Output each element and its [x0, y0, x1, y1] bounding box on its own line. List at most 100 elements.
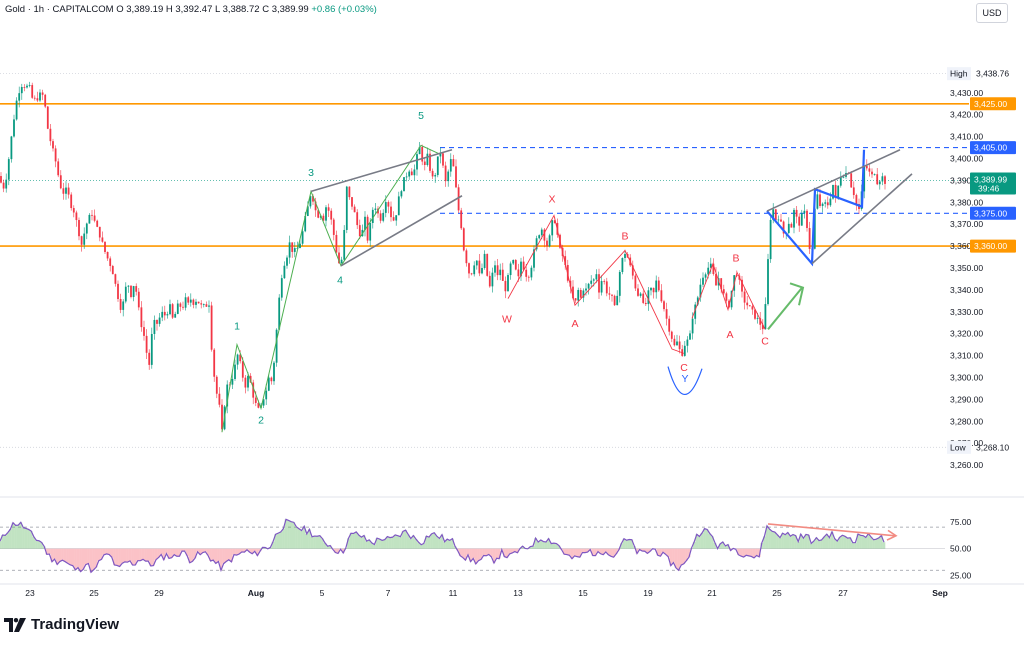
candle-body [676, 341, 678, 346]
candle-body [59, 175, 62, 189]
candle-body [387, 202, 390, 207]
wedge-upper-line [766, 149, 901, 212]
candle-body [187, 297, 190, 303]
time-tick-label: 13 [513, 588, 523, 598]
candle-body [348, 186, 351, 198]
candle-body [696, 297, 699, 305]
time-tick-label: 27 [838, 588, 848, 598]
candle-body [486, 253, 489, 276]
price-tick-label: 3,400.00 [950, 154, 983, 164]
level-price-badge-label: 3,375.00 [974, 208, 1007, 218]
tradingview-logo[interactable]: TradingView [4, 616, 119, 633]
candle-body [330, 210, 333, 220]
candle-body [769, 219, 772, 260]
price-tick-label: 3,280.00 [950, 416, 983, 426]
candle-body [772, 209, 775, 220]
candle-body [23, 87, 26, 88]
candle-body [322, 215, 325, 221]
time-tick-label: Sep [932, 588, 948, 598]
candle-body [171, 304, 174, 318]
candle-body [143, 327, 145, 336]
candle-body [665, 309, 668, 319]
candle-body [767, 259, 769, 305]
candle-body [871, 171, 873, 175]
candle-body [644, 302, 647, 305]
candle-body [7, 159, 10, 180]
candle-body [509, 263, 512, 276]
candle-body [10, 136, 13, 160]
candle-body [842, 176, 845, 178]
time-tick-label: 21 [707, 588, 717, 598]
candle-body [39, 92, 41, 101]
currency-button[interactable]: USD [976, 3, 1008, 23]
candle-body [33, 97, 36, 99]
candle-body [512, 259, 515, 264]
candle-body [195, 301, 197, 305]
candle-body [221, 404, 223, 430]
price-tick-label: 3,330.00 [950, 307, 983, 317]
candle-body [764, 304, 767, 330]
candle-body [543, 229, 546, 241]
candle-body [478, 260, 481, 274]
candle-body [702, 277, 704, 285]
candle-body [161, 311, 164, 318]
candle-body [153, 319, 156, 334]
candle-body [338, 252, 340, 264]
candle-body [91, 214, 93, 216]
candle-body [808, 228, 811, 249]
candle-body [837, 185, 840, 198]
wave-label: B [621, 231, 628, 243]
candle-body [88, 214, 91, 224]
high-badge-value: 3,438.76 [976, 69, 1009, 79]
symbol-name[interactable]: Gold · 1h · CAPITALCOM [5, 4, 114, 15]
time-tick-label: 23 [25, 588, 35, 598]
rsi-tick-label: 50.00 [950, 544, 972, 554]
candle-body [585, 288, 587, 291]
price-tick-label: 3,300.00 [950, 372, 983, 382]
candle-body [72, 208, 75, 213]
candle-body [634, 275, 637, 289]
candle-body [374, 208, 377, 210]
candle-body [704, 274, 707, 278]
candle-body [111, 265, 114, 275]
price-tick-label: 3,290.00 [950, 394, 983, 404]
candle-body [299, 243, 301, 248]
candle-body [132, 286, 135, 298]
candle-body [291, 242, 294, 252]
wave-label: 4 [337, 274, 343, 286]
candle-body [652, 287, 655, 293]
candle-body [530, 267, 533, 278]
candle-body [423, 161, 426, 166]
candle-body [57, 161, 60, 176]
symbol-header: Gold · 1h · CAPITALCOM O 3,389.19 H 3,39… [5, 4, 377, 15]
candle-body [288, 242, 291, 258]
candle-body [751, 306, 754, 310]
candle-body [592, 279, 595, 281]
candle-body [707, 267, 710, 275]
ohlc-high: H 3,392.47 [165, 4, 213, 15]
candle-body [839, 177, 842, 186]
candle-body [715, 274, 717, 286]
candle-body [119, 299, 122, 310]
candle-body [18, 93, 21, 101]
candle-body [104, 241, 106, 252]
candle-body [426, 153, 429, 166]
ohlc-open: O 3,389.19 [116, 4, 164, 15]
candle-body [504, 280, 507, 292]
candle-body [301, 231, 304, 244]
candle-body [184, 297, 187, 308]
low-badge [947, 440, 971, 454]
candle-body [457, 187, 460, 211]
candle-body [343, 229, 346, 260]
candle-body [317, 210, 320, 218]
candle-body [210, 305, 213, 350]
candle-body [54, 148, 57, 162]
candle-body [834, 184, 837, 198]
candle-body [403, 177, 405, 192]
candle-body [278, 297, 281, 330]
candle-body [525, 269, 528, 277]
candle-body [741, 279, 743, 292]
candle-body [439, 153, 442, 157]
candle-body [273, 362, 275, 382]
